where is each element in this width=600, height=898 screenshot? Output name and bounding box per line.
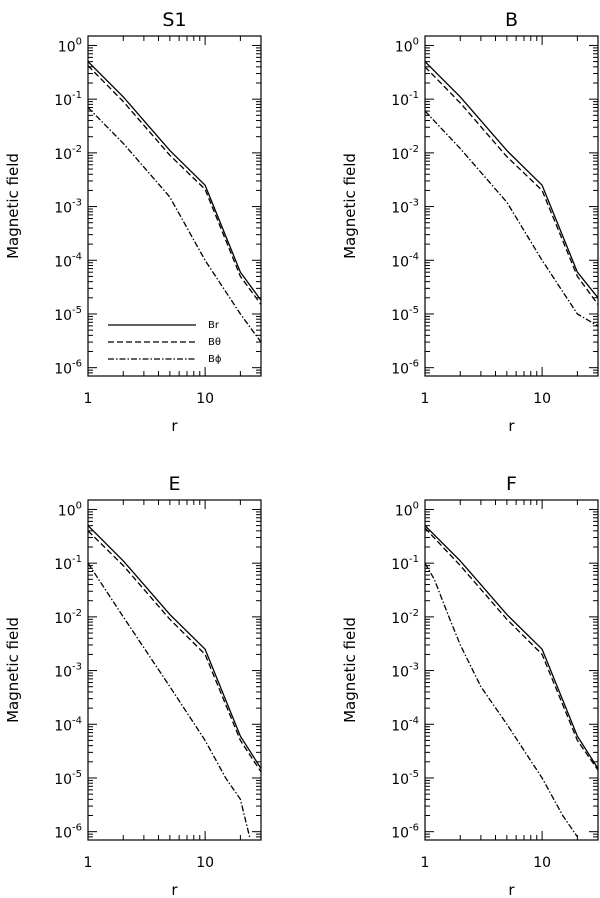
panel-2: Br Magnetic field 100 10-1 10-2 10-3 10-4 10-5 1… xyxy=(341,9,599,435)
y-tick-label: 10-5 xyxy=(54,305,82,324)
plot-frame xyxy=(424,499,599,841)
y-tick-label: 10-3 xyxy=(54,198,82,217)
panel-1: S1 r Magnetic field 100 10-1 10-2 10-3 10-4 10-5… xyxy=(4,9,262,435)
y-tick-label: 10-6 xyxy=(391,823,419,842)
y-tick-label: 10-2 xyxy=(54,144,82,163)
panel-3: Er Magnetic field 100 10-1 10-2 10-3 10-4 10-5 1… xyxy=(4,473,262,898)
y-tick-label: 100 xyxy=(58,500,82,519)
x-tick-label: 1 xyxy=(84,391,93,407)
y-tick-label: 10-1 xyxy=(391,554,419,573)
y-tick-label: 10-6 xyxy=(54,823,82,842)
y-tick-label: 10-1 xyxy=(54,90,82,109)
y-tick-label: 10-4 xyxy=(391,251,419,270)
series-line-Bϕ xyxy=(425,110,598,327)
legend-label: Br xyxy=(208,320,220,331)
panel-title: E xyxy=(168,473,180,495)
series-line-Bϕ xyxy=(88,107,261,343)
series-line-Br xyxy=(425,61,598,299)
panel-title: F xyxy=(506,473,517,495)
x-tick-label: 10 xyxy=(196,391,214,407)
x-tick-label: 1 xyxy=(84,855,93,871)
y-tick-label: 100 xyxy=(395,36,419,55)
series-line-Bθ xyxy=(88,65,261,305)
y-tick-label: 10-5 xyxy=(391,305,419,324)
y-tick-label: 10-2 xyxy=(391,144,419,163)
x-axis-label: r xyxy=(508,881,515,898)
y-tick-label: 10-1 xyxy=(54,554,82,573)
series-line-Bϕ xyxy=(88,562,251,838)
x-axis-label: r xyxy=(171,417,178,435)
series-line-Br xyxy=(88,525,261,769)
x-tick-label: 10 xyxy=(533,391,551,407)
legend-label: Bϕ xyxy=(208,354,222,365)
x-axis-label: r xyxy=(171,881,178,898)
y-tick-label: 10-5 xyxy=(391,769,419,788)
x-axis-label: r xyxy=(508,417,515,435)
y-tick-label: 10-3 xyxy=(54,662,82,681)
legend-label: Bθ xyxy=(208,337,221,348)
y-tick-label: 10-1 xyxy=(391,90,419,109)
y-tick-label: 10-3 xyxy=(391,662,419,681)
y-tick-label: 100 xyxy=(58,36,82,55)
y-tick-label: 10-2 xyxy=(54,608,82,627)
x-tick-label: 10 xyxy=(196,855,214,871)
legend: Br Bθ Bϕ xyxy=(108,320,222,365)
x-tick-label: 1 xyxy=(421,855,430,871)
y-axis-label: Magnetic field xyxy=(4,153,22,259)
series-line-Bθ xyxy=(425,66,598,305)
panel-title: S1 xyxy=(162,9,186,31)
y-tick-label: 10-4 xyxy=(54,251,82,270)
plot-frame xyxy=(87,499,262,841)
series-line-Bϕ xyxy=(425,562,578,838)
y-axis-label: Magnetic field xyxy=(341,617,359,723)
series-line-Bθ xyxy=(425,527,598,771)
y-axis-label: Magnetic field xyxy=(4,617,22,723)
x-tick-label: 1 xyxy=(421,391,430,407)
y-tick-label: 10-6 xyxy=(54,359,82,378)
y-tick-label: 10-2 xyxy=(391,608,419,627)
plot-frame xyxy=(424,35,599,377)
y-tick-label: 100 xyxy=(395,500,419,519)
series-line-Br xyxy=(88,61,261,301)
series-line-Bθ xyxy=(88,530,261,773)
plot-frame xyxy=(87,35,262,377)
series-line-Br xyxy=(425,525,598,769)
y-tick-label: 10-3 xyxy=(391,198,419,217)
y-tick-label: 10-6 xyxy=(391,359,419,378)
x-tick-label: 10 xyxy=(533,855,551,871)
panel-4: Fr Magnetic field 100 10-1 10-2 10-3 10-4 10-5 1… xyxy=(341,473,599,898)
y-axis-label: Magnetic field xyxy=(341,153,359,259)
panel-title: B xyxy=(505,9,518,31)
y-tick-label: 10-4 xyxy=(54,715,82,734)
y-tick-label: 10-5 xyxy=(54,769,82,788)
y-tick-label: 10-4 xyxy=(391,715,419,734)
